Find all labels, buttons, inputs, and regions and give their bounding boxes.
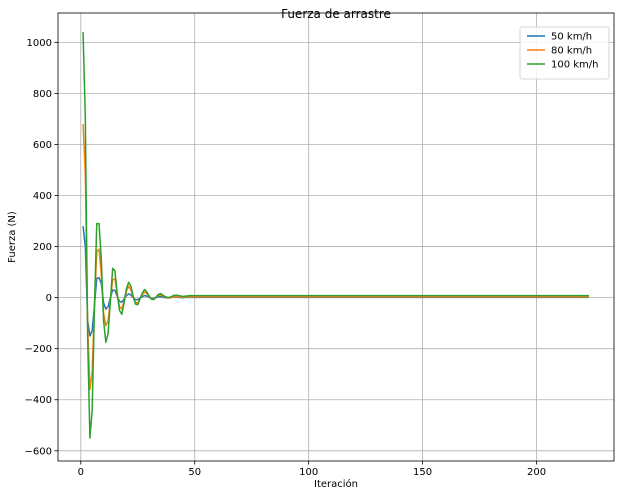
y-tick-label: −200 [25,344,52,355]
x-tick-label: 100 [299,467,318,478]
y-tick-label: 0 [46,293,52,304]
grid [58,13,614,461]
y-tick-label: −600 [25,446,52,457]
legend-label: 50 km/h [551,32,592,43]
series-line-3 [82,32,589,439]
y-tick-label: 1000 [27,38,52,49]
x-tick-label: 150 [413,467,432,478]
series-line-2 [82,124,589,391]
axis-ticks: 0 50 100 150 200 −600 −400 −200 0 200 400 600 800 100… [25,38,547,478]
legend: 50 km/h 80 km/h 100 km/h [519,26,610,80]
y-tick-label: 800 [33,89,52,100]
y-tick-label: 600 [33,140,52,151]
legend-label: 80 km/h [551,46,592,57]
series-line-1 [82,226,589,337]
legend-label: 100 km/h [551,60,599,71]
y-tick-label: −400 [25,395,52,406]
y-tick-label: 400 [33,191,52,202]
series-lines [82,32,589,439]
x-tick-label: 50 [188,467,201,478]
x-tick-label: 0 [78,467,84,478]
y-tick-label: 200 [33,242,52,253]
plot-area-frame [57,12,615,462]
y-axis-title: Fuerza (N) [7,211,18,263]
x-axis-title: Iteración [314,478,358,490]
legend-box [519,26,610,80]
chart-title: Fuerza de arrastre [281,7,391,21]
x-tick-label: 200 [527,467,546,478]
